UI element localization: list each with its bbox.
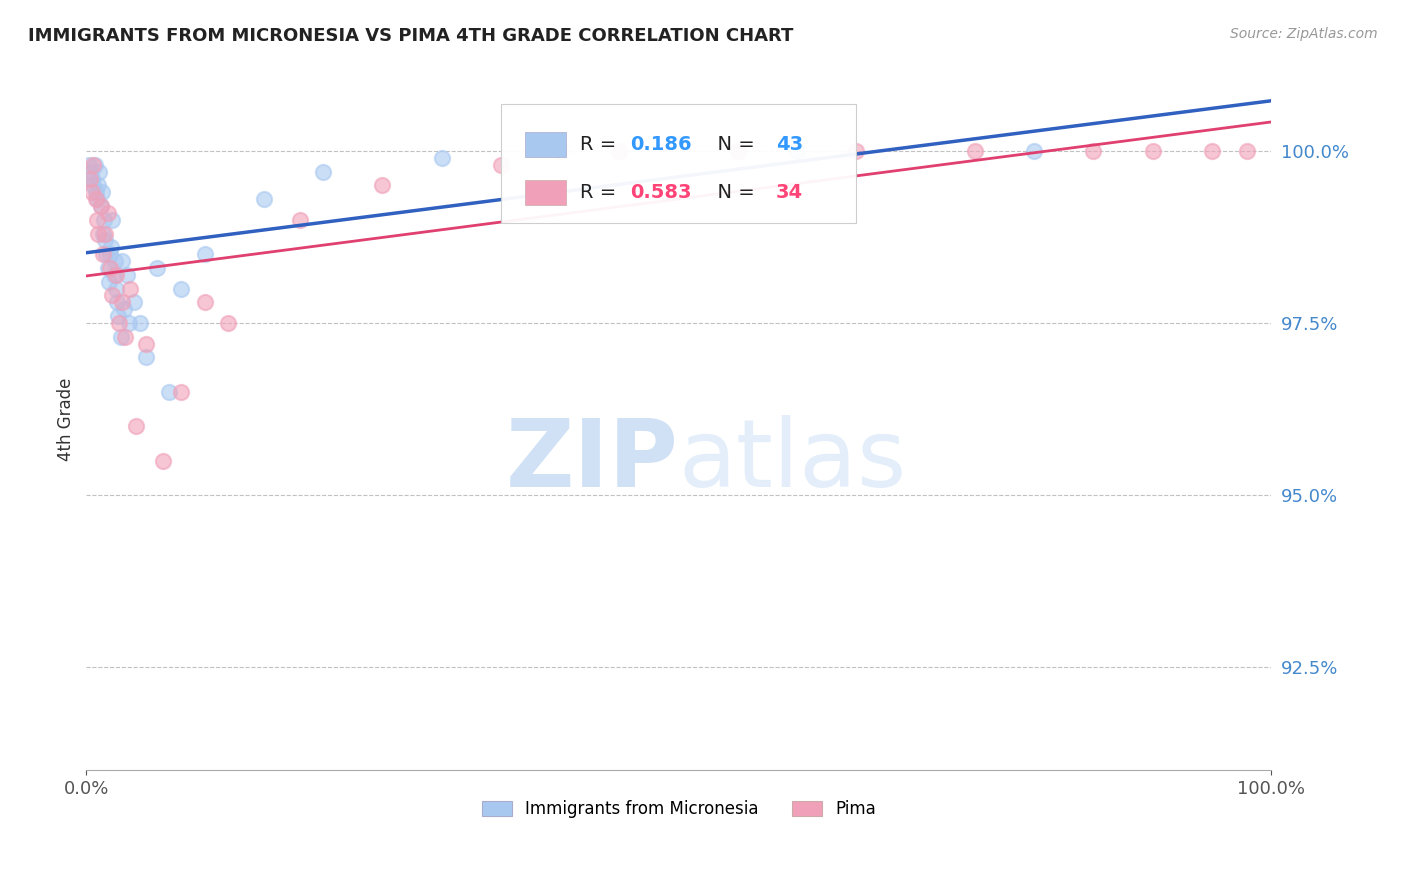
Point — [152, 453, 174, 467]
Point — [122, 295, 145, 310]
Point — [84, 192, 107, 206]
Point — [91, 247, 114, 261]
Point — [100, 240, 122, 254]
Text: ZIP: ZIP — [506, 416, 679, 508]
Point — [609, 144, 631, 158]
Point — [82, 171, 104, 186]
Point — [89, 164, 111, 178]
Point — [118, 316, 141, 330]
Point — [86, 192, 108, 206]
Text: 0.583: 0.583 — [630, 183, 692, 202]
Text: atlas: atlas — [679, 416, 907, 508]
Point — [125, 419, 148, 434]
Point — [87, 227, 110, 241]
Bar — [524, 132, 567, 157]
Point — [104, 268, 127, 282]
Text: R =: R = — [581, 183, 623, 202]
Point — [371, 178, 394, 193]
Point — [82, 158, 104, 172]
Point — [101, 212, 124, 227]
Point — [312, 164, 335, 178]
Point — [86, 212, 108, 227]
Point — [146, 260, 169, 275]
Point — [93, 212, 115, 227]
Point — [1201, 144, 1223, 158]
Point — [87, 178, 110, 193]
Point — [104, 282, 127, 296]
Point — [128, 316, 150, 330]
Point — [82, 178, 104, 193]
Point — [115, 268, 138, 282]
Point — [98, 260, 121, 275]
Point — [108, 316, 131, 330]
Text: 43: 43 — [776, 135, 803, 153]
Point — [489, 158, 512, 172]
Point — [77, 158, 100, 172]
Point — [89, 199, 111, 213]
Point — [548, 144, 571, 158]
Point — [727, 144, 749, 158]
Point — [98, 247, 121, 261]
Text: N =: N = — [704, 135, 761, 153]
Point — [170, 282, 193, 296]
Point — [97, 206, 120, 220]
Point — [120, 282, 142, 296]
Point — [80, 164, 103, 178]
Point — [112, 302, 135, 317]
Point — [194, 247, 217, 261]
Point — [111, 295, 134, 310]
Text: 34: 34 — [776, 183, 803, 202]
Point — [96, 247, 118, 261]
Point — [97, 260, 120, 275]
Point — [114, 330, 136, 344]
Text: Source: ZipAtlas.com: Source: ZipAtlas.com — [1230, 27, 1378, 41]
Bar — [524, 180, 567, 205]
Point — [194, 295, 217, 310]
Point — [135, 336, 157, 351]
Point — [253, 192, 276, 206]
Point — [217, 316, 239, 330]
Point — [1083, 144, 1105, 158]
Point — [94, 234, 117, 248]
Text: R =: R = — [581, 135, 623, 153]
Point — [89, 199, 111, 213]
Point — [288, 212, 311, 227]
Point — [845, 144, 868, 158]
Legend: Immigrants from Micronesia, Pima: Immigrants from Micronesia, Pima — [475, 794, 883, 825]
Point — [90, 186, 112, 200]
Point — [157, 384, 180, 399]
Text: IMMIGRANTS FROM MICRONESIA VS PIMA 4TH GRADE CORRELATION CHART: IMMIGRANTS FROM MICRONESIA VS PIMA 4TH G… — [28, 27, 793, 45]
Point — [103, 268, 125, 282]
Point — [79, 171, 101, 186]
Point — [170, 384, 193, 399]
Point — [111, 254, 134, 268]
Point — [110, 330, 132, 344]
Point — [1236, 144, 1258, 158]
Point — [82, 186, 104, 200]
Point — [91, 227, 114, 241]
Point — [1024, 144, 1046, 158]
Point — [963, 144, 986, 158]
Point — [1142, 144, 1164, 158]
Point — [135, 351, 157, 365]
Text: N =: N = — [704, 183, 761, 202]
Point — [97, 275, 120, 289]
Point — [94, 227, 117, 241]
Point — [786, 144, 808, 158]
Point — [430, 151, 453, 165]
Point — [107, 309, 129, 323]
Point — [101, 288, 124, 302]
Point — [104, 254, 127, 268]
Point — [105, 295, 128, 310]
Point — [83, 158, 105, 172]
Text: 0.186: 0.186 — [630, 135, 692, 153]
Point — [84, 186, 107, 200]
FancyBboxPatch shape — [501, 103, 856, 223]
Y-axis label: 4th Grade: 4th Grade — [58, 377, 75, 461]
